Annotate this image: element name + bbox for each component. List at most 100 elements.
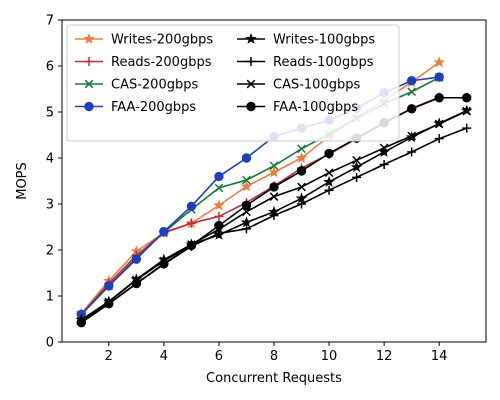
legend-marker: [246, 57, 256, 66]
y-tick-label: 6: [46, 60, 54, 75]
data-point-cas-200gbps: [407, 87, 416, 97]
y-tick-label: 4: [46, 152, 54, 167]
x-tick-label: 12: [376, 349, 393, 364]
y-axis-label: MOPS: [15, 162, 30, 200]
data-point-reads-100gbps: [241, 224, 251, 234]
data-point-faa-100gbps: [296, 166, 307, 176]
data-point-writes-100gbps: [350, 161, 363, 173]
x-tick-label: 14: [431, 349, 448, 364]
legend-label: CAS-200gbps: [111, 78, 198, 93]
legend-label: FAA-100gbps: [273, 100, 358, 115]
x-tick-label: 4: [160, 349, 168, 364]
data-point-faa-200gbps: [104, 281, 114, 291]
x-tick-label: 2: [105, 349, 113, 364]
data-point-cas-200gbps: [297, 144, 306, 154]
legend-label: FAA-200gbps: [111, 100, 196, 115]
data-point-reads-100gbps: [352, 172, 362, 182]
data-point-cas-100gbps: [434, 119, 444, 129]
legend-marker: [83, 32, 95, 44]
data-point-cas-200gbps: [214, 183, 224, 193]
series-reads-100gbps: [76, 123, 472, 327]
data-point-cas-200gbps: [242, 175, 251, 185]
y-tick-label: 2: [46, 244, 54, 259]
legend-marker: [246, 101, 256, 112]
data-point-reads-100gbps: [434, 134, 444, 144]
y-tick-label: 1: [46, 290, 54, 305]
data-point-faa-200gbps: [241, 153, 252, 163]
data-point-reads-100gbps: [462, 123, 472, 133]
data-point-reads-100gbps: [297, 199, 307, 209]
data-point-faa-200gbps: [159, 226, 169, 237]
data-point-cas-100gbps: [297, 182, 306, 192]
data-point-writes-200gbps: [295, 151, 308, 163]
data-point-writes-100gbps: [323, 175, 335, 187]
data-point-faa-100gbps: [324, 148, 334, 159]
y-tick-label: 7: [46, 14, 54, 29]
data-point-faa-200gbps: [406, 76, 417, 86]
data-point-faa-100gbps: [241, 200, 252, 211]
data-point-reads-100gbps: [379, 159, 389, 169]
legend-item-cas-100gbps: CAS-100gbps: [237, 78, 360, 93]
legend-marker: [246, 79, 256, 89]
legend-label: CAS-100gbps: [273, 78, 360, 93]
data-point-faa-100gbps: [214, 220, 224, 231]
legend-item-reads-200gbps: Reads-200gbps: [75, 55, 212, 70]
data-point-reads-100gbps: [214, 228, 224, 238]
legend-label: Reads-200gbps: [111, 55, 212, 70]
data-point-reads-100gbps: [324, 185, 334, 195]
data-point-faa-200gbps: [131, 254, 142, 264]
y-tick-label: 0: [46, 336, 54, 351]
data-point-faa-200gbps: [186, 201, 197, 212]
y-axis: 0 1 2 3 4 5 6 7: [46, 14, 62, 351]
data-point-writes-200gbps: [240, 180, 253, 192]
data-point-faa-100gbps: [434, 93, 444, 103]
legend-label: Writes-200gbps: [111, 33, 213, 48]
data-point-writes-200gbps: [268, 166, 280, 178]
y-tick-label: 3: [46, 198, 54, 213]
legend-marker: [84, 79, 94, 89]
x-tick-label: 6: [215, 349, 223, 364]
data-point-reads-200gbps: [186, 218, 196, 228]
data-point-faa-200gbps: [214, 171, 224, 182]
legend-box: [66, 24, 400, 142]
data-point-cas-100gbps: [269, 192, 279, 201]
data-point-faa-200gbps: [434, 72, 444, 82]
legend-item-faa-100gbps: FAA-100gbps: [237, 100, 358, 115]
legend-marker: [245, 32, 257, 44]
x-axis-label: Concurrent Requests: [206, 371, 342, 386]
data-point-cas-100gbps: [407, 131, 416, 141]
data-point-cas-100gbps: [324, 168, 334, 178]
x-tick-label: 8: [270, 349, 278, 364]
legend-marker: [84, 101, 94, 112]
legend-label: Reads-100gbps: [273, 55, 374, 70]
legend-item-cas-200gbps: CAS-200gbps: [75, 78, 198, 93]
x-tick-label: 10: [321, 349, 338, 364]
legend-label: Writes-100gbps: [273, 33, 375, 48]
data-point-writes-200gbps: [213, 199, 225, 211]
legend-item-writes-200gbps: Writes-200gbps: [75, 33, 213, 48]
data-point-cas-100gbps: [379, 143, 389, 153]
data-point-cas-100gbps: [462, 106, 472, 116]
data-point-faa-100gbps: [159, 259, 169, 269]
data-point-reads-100gbps: [407, 147, 417, 157]
data-point-writes-200gbps: [433, 56, 445, 68]
legend-item-faa-200gbps: FAA-200gbps: [75, 100, 196, 115]
data-point-reads-200gbps: [214, 211, 224, 221]
x-axis: 2 4 6 8 10 12 14: [105, 342, 448, 364]
data-point-faa-100gbps: [406, 104, 417, 114]
legend-item-writes-100gbps: Writes-100gbps: [237, 33, 375, 48]
data-point-faa-100gbps: [104, 299, 114, 309]
data-point-faa-100gbps: [76, 317, 86, 328]
data-point-faa-100gbps: [186, 240, 197, 251]
y-tick-label: 5: [46, 106, 54, 121]
legend-item-reads-100gbps: Reads-100gbps: [237, 55, 374, 70]
data-point-cas-100gbps: [352, 155, 361, 165]
legend: Writes-200gbps Reads-200gbps CAS-200gbps FA…: [66, 24, 400, 142]
data-point-faa-100gbps: [462, 93, 472, 103]
data-point-faa-100gbps: [269, 182, 279, 192]
data-point-faa-100gbps: [131, 278, 142, 289]
data-point-cas-200gbps: [269, 161, 279, 171]
legend-marker: [84, 57, 94, 66]
